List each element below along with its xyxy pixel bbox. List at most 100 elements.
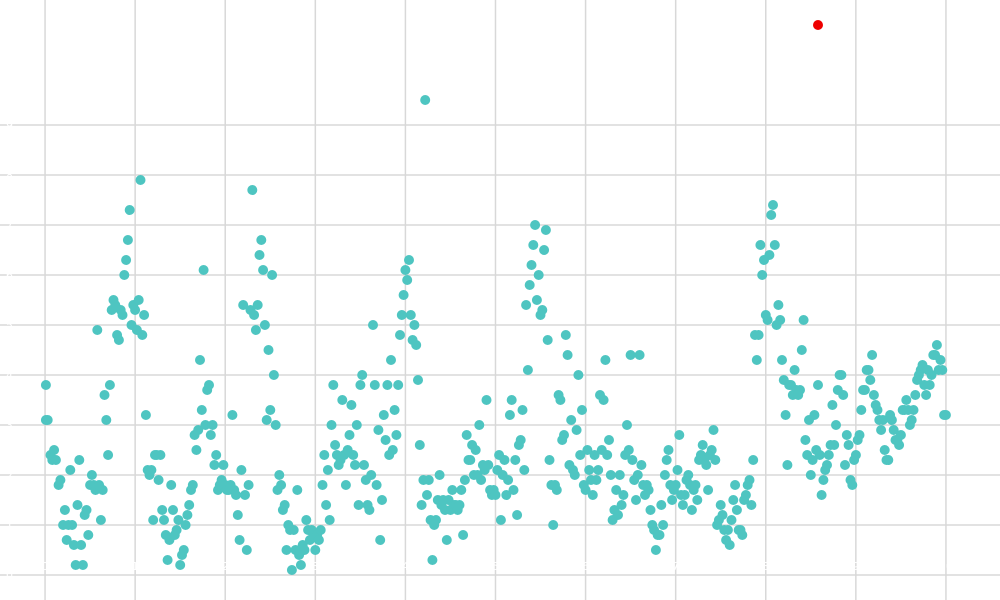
data-point (562, 350, 573, 360)
data-point (184, 500, 195, 510)
data-point (876, 425, 887, 435)
data-point (623, 445, 634, 455)
data-point (404, 255, 414, 265)
data-point (777, 355, 787, 365)
data-point (74, 455, 85, 465)
data-point (818, 475, 829, 485)
data-point (634, 350, 645, 360)
data-point (459, 475, 470, 485)
data-point (613, 510, 623, 520)
y-tick-label-2: 2 (6, 469, 13, 482)
data-point (632, 470, 643, 480)
data-point (70, 560, 81, 570)
data-point (386, 355, 396, 365)
data-point (856, 405, 867, 415)
data-point (863, 365, 874, 375)
data-point (124, 205, 135, 215)
data-point (539, 245, 550, 255)
data-point (566, 415, 577, 425)
data-point (422, 490, 432, 500)
data-point (571, 425, 582, 435)
data-point (708, 425, 719, 435)
data-point (382, 380, 393, 390)
data-point (393, 380, 404, 390)
data-point (281, 545, 292, 555)
data-point (377, 495, 387, 505)
data-point (764, 250, 775, 260)
data-point (724, 540, 735, 550)
data-point (800, 435, 811, 445)
data-point (42, 415, 53, 425)
data-point (548, 520, 559, 530)
data-point (232, 510, 243, 520)
data-point (625, 350, 636, 360)
data-point (67, 520, 78, 530)
x-tick-label-6: 6 (582, 560, 589, 573)
data-point (593, 465, 604, 475)
data-point (515, 435, 526, 445)
data-point (288, 525, 299, 535)
data-point (600, 355, 611, 365)
data-point (730, 480, 741, 490)
data-point (737, 530, 748, 540)
data-point (838, 390, 849, 400)
data-point (371, 480, 382, 490)
y-tick-label-9: 9 (6, 119, 13, 132)
data-point (551, 485, 562, 495)
x-tick-label-10: 10 (939, 560, 953, 573)
data-point (243, 480, 254, 490)
data-point (827, 400, 838, 410)
data-point (431, 515, 441, 525)
data-point (101, 415, 112, 425)
data-point (414, 440, 425, 450)
x-tick-label-3: 3 (312, 560, 319, 573)
data-point (326, 420, 337, 430)
data-point (348, 450, 359, 460)
data-point (526, 260, 537, 270)
data-point (537, 305, 548, 315)
data-point (238, 300, 249, 310)
data-point (254, 250, 265, 260)
data-point (328, 380, 339, 390)
data-point (517, 405, 528, 415)
data-point (359, 460, 369, 470)
data-point (627, 455, 638, 465)
data-point (886, 415, 897, 425)
data-point (677, 500, 688, 510)
data-point (119, 270, 130, 280)
data-point (207, 420, 218, 430)
data-point (656, 500, 667, 510)
data-point (495, 515, 506, 525)
y-tick-label-5: 5 (6, 319, 13, 332)
data-point (447, 485, 458, 495)
data-point (865, 375, 876, 385)
data-point (153, 475, 164, 485)
data-point (872, 405, 883, 415)
data-point (247, 185, 258, 195)
data-point (389, 405, 400, 415)
data-point (81, 505, 92, 515)
data-point (420, 95, 431, 105)
data-point (322, 465, 333, 475)
data-point (61, 535, 72, 545)
data-point (470, 445, 481, 455)
data-point (180, 520, 191, 530)
data-point (661, 455, 672, 465)
data-point (690, 480, 701, 490)
data-point (168, 505, 178, 515)
data-point (227, 410, 238, 420)
data-point (726, 515, 737, 525)
data-point (645, 505, 656, 515)
data-point (686, 505, 697, 515)
data-point (441, 535, 452, 545)
data-point (434, 470, 445, 480)
data-point (589, 450, 600, 460)
data-point (140, 410, 151, 420)
data-point (315, 525, 326, 535)
data-point (405, 310, 416, 320)
data-point (940, 410, 951, 420)
data-point (924, 380, 935, 390)
data-point (77, 560, 88, 570)
y-tick-label-3: 3 (6, 419, 13, 432)
